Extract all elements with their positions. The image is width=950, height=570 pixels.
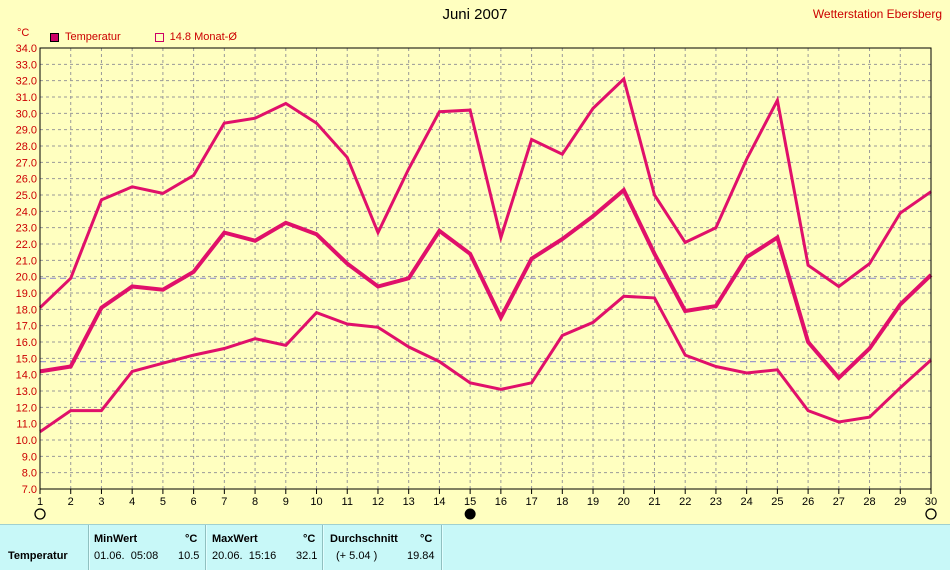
x-tick-label: 3 xyxy=(98,496,104,508)
legend: Temperatur 14.8 Monat-Ø xyxy=(50,31,237,43)
legend-series-label: Temperatur xyxy=(65,31,121,43)
legend-series-swatch xyxy=(50,32,59,42)
x-tick-label: 28 xyxy=(863,496,875,508)
min-unit: °C xyxy=(185,533,198,545)
x-tick-label: 23 xyxy=(710,496,722,508)
x-tick-label: 10 xyxy=(310,496,322,508)
x-tick-label: 13 xyxy=(403,496,415,508)
x-tick-label: 14 xyxy=(433,496,445,508)
max-value: 32.1 xyxy=(296,550,318,562)
max-header: MaxWert xyxy=(212,533,258,545)
y-tick-label: 24.0 xyxy=(16,206,37,218)
y-tick-label: 20.0 xyxy=(16,272,37,284)
y-tick-label: 10.0 xyxy=(16,435,37,447)
new-moon-icon xyxy=(464,508,476,520)
reference-lines xyxy=(40,277,931,363)
y-tick-label: 19.0 xyxy=(16,288,37,300)
y-tick-label: 27.0 xyxy=(16,157,37,169)
x-tick-label: 2 xyxy=(68,496,74,508)
y-tick-label: 28.0 xyxy=(16,141,37,153)
x-tick-label: 15 xyxy=(464,496,476,508)
x-tick-label: 9 xyxy=(283,496,289,508)
y-tick-label: 14.0 xyxy=(16,370,37,382)
y-tick-label: 32.0 xyxy=(16,76,37,88)
avg-deviation: (+ 5.04 ) xyxy=(336,550,378,562)
y-tick-label: 13.0 xyxy=(16,386,37,398)
x-tick-label: 6 xyxy=(191,496,197,508)
y-tick-label: 29.0 xyxy=(16,125,37,137)
legend-average-label: 14.8 Monat-Ø xyxy=(169,31,237,43)
x-tick-label: 27 xyxy=(833,496,845,508)
y-tick-label: 30.0 xyxy=(16,108,37,120)
statistics-panel: MinWert °C MaxWert °C Durchschnitt °C Te… xyxy=(0,524,950,570)
x-tick-label: 26 xyxy=(802,496,814,508)
y-axis-labels: 7.0 8.0 9.0 10.0 11.0 12.0 13.0 14.0 15.0 16.0 17.… xyxy=(16,43,37,496)
x-tick-label: 1 xyxy=(37,496,43,508)
x-tick-label: 18 xyxy=(556,496,568,508)
x-axis-labels: 1 2 3 4 5 6 7 8 9 10 11 12 13 14 15 16 17 18 19 20 21 22 23 24 2… xyxy=(37,496,937,508)
y-tick-label: 9.0 xyxy=(22,451,37,463)
y-tick-label: 18.0 xyxy=(16,304,37,316)
x-tick-label: 19 xyxy=(587,496,599,508)
x-tick-label: 24 xyxy=(741,496,753,508)
x-tick-label: 21 xyxy=(648,496,660,508)
legend-average-swatch xyxy=(154,32,164,42)
y-tick-label: 25.0 xyxy=(16,190,37,202)
series-line-min xyxy=(39,294,933,434)
chart-title: Juni 2007 xyxy=(442,6,508,23)
x-tick-label: 30 xyxy=(925,496,937,508)
x-tick-label: 16 xyxy=(495,496,507,508)
x-tick-label: 22 xyxy=(679,496,691,508)
moon-phase-markers xyxy=(34,508,937,520)
x-tick-label: 5 xyxy=(160,496,166,508)
plot-border xyxy=(39,47,932,490)
series-lines xyxy=(38,76,933,434)
series-line-max xyxy=(38,76,932,309)
y-tick-label: 22.0 xyxy=(16,239,37,251)
full-moon-icon xyxy=(34,508,46,520)
y-tick-label: 11.0 xyxy=(16,419,37,431)
max-timestamp: 20.06. 15:16 xyxy=(212,550,277,562)
y-tick-label: 12.0 xyxy=(16,402,37,414)
x-tick-label: 20 xyxy=(618,496,630,508)
x-tick-label: 4 xyxy=(129,496,135,508)
min-timestamp: 01.06. 05:08 xyxy=(94,550,159,562)
grid xyxy=(39,47,932,494)
x-tick-label: 8 xyxy=(252,496,258,508)
full-moon-icon xyxy=(925,508,937,520)
station-name: Wetterstation Ebersberg xyxy=(812,7,942,21)
min-header: MinWert xyxy=(94,533,138,545)
max-unit: °C xyxy=(303,533,316,545)
y-tick-label: 16.0 xyxy=(16,337,37,349)
x-tick-label: 25 xyxy=(771,496,783,508)
avg-header: Durchschnitt xyxy=(330,533,398,545)
x-tick-label: 17 xyxy=(525,496,537,508)
y-tick-label: 8.0 xyxy=(22,468,37,480)
x-tick-label: 12 xyxy=(372,496,384,508)
temperature-chart: 7.0 8.0 9.0 10.0 11.0 12.0 13.0 14.0 15.0 16.0 17.… xyxy=(16,43,937,520)
y-axis-unit: °C xyxy=(17,27,30,39)
y-tick-label: 33.0 xyxy=(16,59,37,71)
avg-unit: °C xyxy=(420,533,433,545)
series-line-mean xyxy=(39,186,933,381)
y-tick-label: 23.0 xyxy=(16,223,37,235)
stats-row-label: Temperatur xyxy=(8,550,68,562)
y-tick-label: 17.0 xyxy=(16,321,37,333)
y-tick-label: 34.0 xyxy=(16,43,37,55)
y-tick-label: 21.0 xyxy=(16,255,37,267)
avg-value: 19.84 xyxy=(407,550,435,562)
x-tick-label: 29 xyxy=(894,496,906,508)
x-tick-label: 11 xyxy=(342,496,353,508)
y-tick-label: 7.0 xyxy=(22,484,37,496)
x-tick-label: 7 xyxy=(221,496,227,508)
y-tick-label: 26.0 xyxy=(16,174,37,186)
y-tick-label: 15.0 xyxy=(16,353,37,365)
y-tick-label: 31.0 xyxy=(16,92,37,104)
min-value: 10.5 xyxy=(178,550,200,562)
